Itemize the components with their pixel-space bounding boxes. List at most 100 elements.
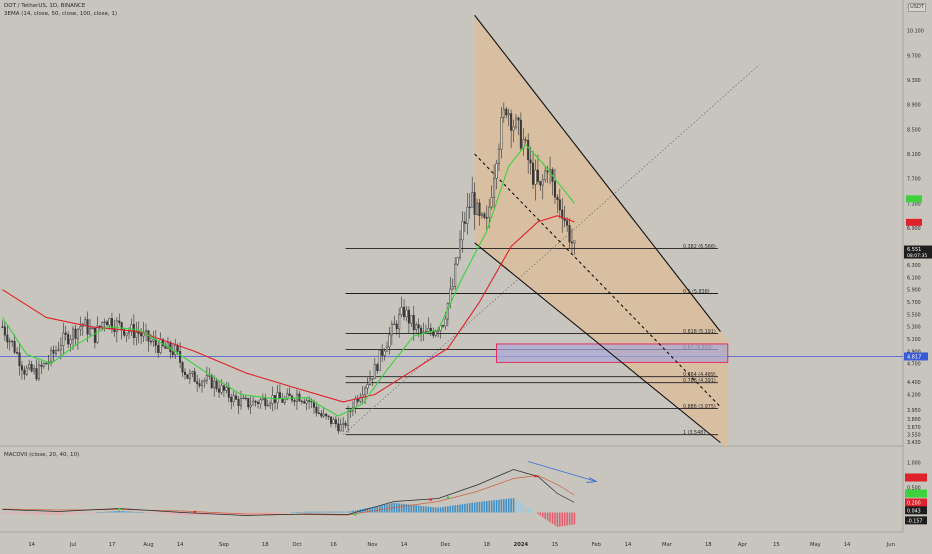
macd-histogram-bar bbox=[340, 511, 342, 513]
macd-histogram-bar bbox=[35, 512, 38, 515]
macd-histogram-bar bbox=[152, 512, 155, 514]
macd-histogram-bar bbox=[510, 498, 512, 513]
macd-histogram-bar bbox=[549, 512, 551, 523]
macd-histogram-bar bbox=[142, 512, 145, 514]
price-tick-label: 8.100 bbox=[907, 152, 921, 158]
macd-histogram-bar bbox=[21, 512, 23, 514]
candle-body bbox=[424, 331, 427, 333]
macd-histogram-bar bbox=[332, 511, 335, 513]
macd-histogram-bar bbox=[539, 512, 542, 516]
candle-body bbox=[507, 113, 510, 116]
macd-histogram-bar bbox=[527, 507, 529, 513]
macd-histogram-bar bbox=[77, 512, 79, 514]
candle-body bbox=[62, 332, 65, 346]
macd-histogram-bar bbox=[84, 512, 86, 514]
candle-body bbox=[220, 385, 223, 393]
price-tick-label: 6.100 bbox=[907, 275, 921, 281]
candle-body bbox=[376, 364, 379, 371]
macd-histogram-bar bbox=[13, 512, 16, 514]
time-tick-label: Nov bbox=[367, 542, 377, 548]
candle-body bbox=[544, 170, 547, 181]
macd-cross-dot bbox=[354, 513, 357, 516]
candle-body bbox=[330, 416, 333, 424]
candle-body bbox=[103, 321, 106, 324]
macd-cross-dot bbox=[446, 496, 450, 499]
candle-body bbox=[222, 385, 225, 391]
macd-histogram-bar bbox=[79, 512, 82, 514]
price-tick-label: 3.800 bbox=[907, 417, 921, 423]
candle-body bbox=[573, 240, 576, 244]
candle-body bbox=[135, 331, 138, 338]
candle-body bbox=[115, 320, 118, 332]
price-tick-label: 7.700 bbox=[907, 177, 921, 183]
macd-histogram-bar bbox=[461, 504, 464, 513]
candle-body bbox=[183, 371, 186, 375]
channel-upper-line bbox=[474, 14, 721, 332]
macd-histogram-bar bbox=[220, 512, 223, 515]
macd-histogram-bar bbox=[266, 512, 269, 514]
macd-signal-tag bbox=[905, 489, 927, 498]
time-tick-label: Aug bbox=[143, 542, 153, 548]
candle-body bbox=[203, 380, 206, 383]
macd-tick-tag bbox=[905, 498, 927, 507]
candle-body bbox=[252, 400, 255, 406]
macd-histogram-bar bbox=[130, 511, 133, 513]
price-tick-label: 8.500 bbox=[907, 127, 921, 133]
candle-body bbox=[35, 368, 38, 380]
macd-histogram-bar bbox=[347, 511, 349, 513]
candle-body bbox=[432, 331, 435, 336]
candle-body bbox=[186, 374, 189, 379]
candle-body bbox=[145, 330, 148, 333]
macd-histogram-bar bbox=[451, 505, 454, 513]
macd-histogram-bar bbox=[344, 511, 347, 513]
time-tick-label: May bbox=[810, 542, 821, 548]
divergence-arrowhead bbox=[586, 477, 598, 483]
macd-histogram-bar bbox=[505, 498, 508, 513]
macd-histogram-bar bbox=[67, 512, 69, 515]
candle-body bbox=[96, 325, 99, 343]
time-tick-label: 18 bbox=[262, 542, 269, 548]
time-tick-label: 14 bbox=[625, 542, 632, 548]
candle-body bbox=[244, 397, 247, 400]
candle-body bbox=[127, 331, 131, 334]
candle-body bbox=[205, 375, 208, 381]
macd-histogram-bar bbox=[147, 512, 150, 514]
candle-body bbox=[171, 351, 174, 356]
macd-histogram-bar bbox=[38, 512, 40, 515]
macd-histogram-bar bbox=[488, 500, 490, 513]
candle-body bbox=[398, 314, 401, 330]
macd-histogram-bar bbox=[128, 511, 130, 513]
macd-histogram-bar bbox=[486, 501, 488, 513]
macd-tick-label: 1.000 bbox=[907, 461, 921, 467]
candle-body bbox=[556, 196, 559, 201]
macd-histogram-bar bbox=[442, 507, 444, 513]
candle-body bbox=[512, 126, 515, 131]
candle-body bbox=[510, 113, 513, 131]
candle-body bbox=[334, 419, 337, 425]
macd-histogram-bar bbox=[164, 512, 167, 514]
candle-body bbox=[317, 412, 320, 414]
candle-body bbox=[420, 327, 423, 333]
candle-body bbox=[308, 400, 311, 402]
candle-body bbox=[64, 332, 67, 335]
candle-body bbox=[454, 263, 457, 287]
macd-histogram-bar bbox=[342, 511, 344, 513]
candle-body bbox=[125, 332, 128, 336]
fib-level-label: 0.5 (5.838) bbox=[683, 289, 710, 295]
macd-histogram-bar bbox=[571, 512, 573, 525]
macd-histogram-bar bbox=[120, 511, 123, 513]
macd-histogram-bar bbox=[64, 512, 67, 515]
macd-histogram-bar bbox=[427, 506, 430, 513]
price-tick-label: 5.500 bbox=[907, 312, 921, 318]
candle-body bbox=[276, 392, 279, 403]
macd-histogram-bar bbox=[252, 512, 254, 515]
price-tick-label: 5.300 bbox=[907, 325, 921, 331]
currency-badge[interactable]: USDT bbox=[908, 3, 926, 12]
candle-body bbox=[86, 319, 89, 335]
candle-body bbox=[524, 139, 527, 141]
candle-body bbox=[286, 393, 289, 400]
macd-histogram-bar bbox=[318, 511, 320, 513]
candle-body bbox=[40, 364, 43, 367]
macd-histogram-bar bbox=[45, 512, 47, 515]
